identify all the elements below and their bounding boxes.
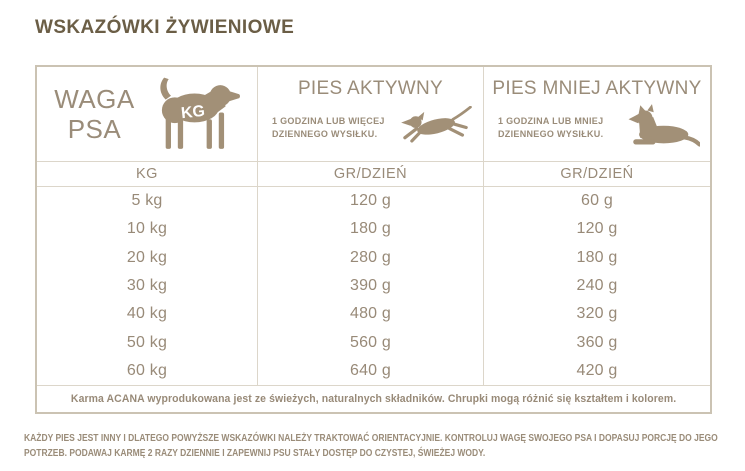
weight-value: 50 kg: [126, 333, 168, 351]
weight-value: 30 kg: [126, 277, 168, 295]
table-row: 40 kg 480 g 320 g: [37, 300, 710, 329]
active-dog-subtitle-line1: 1 GODZINA LUB WIĘCEJ: [272, 115, 385, 126]
active-portion-value: 120 g: [257, 187, 483, 216]
less-active-portion-value: 240 g: [483, 271, 710, 301]
table-note-row: Karma ACANA wyprodukowana jest ze świeży…: [37, 385, 710, 412]
active-dog-header-cell: PIES AKTYWNY 1 GODZINA LUB WIĘCEJ DZIENN…: [257, 67, 483, 161]
less-active-dog-title: PIES MNIEJ AKTYWNY: [492, 78, 702, 99]
disclaimer-text: KAŻDY PIES JEST INNY I DLATEGO POWYŻSZE …: [24, 433, 718, 459]
less-active-dog-subtitle-line1: 1 GODZINA LUB MNIEJ: [498, 115, 604, 126]
less-active-portion-value: 320 g: [483, 300, 710, 329]
weight-value: 40 kg: [126, 305, 168, 323]
active-portion-value: 280 g: [257, 243, 483, 272]
dog-running-icon: [401, 106, 472, 143]
table-row: 10 kg 180 g 120 g: [37, 215, 710, 244]
table-row: 50 kg 560 g 360 g: [37, 328, 710, 357]
table-subheader-row: KG GR/DZIEŃ GR/DZIEŃ: [37, 161, 710, 186]
dog-lying-icon: [628, 104, 700, 147]
active-portion-value: 480 g: [257, 300, 483, 329]
active-portion-value: 390 g: [257, 271, 483, 301]
less-active-dog-subtitle: 1 GODZINA LUB MNIEJ DZIENNEGO WYSIŁKU.: [498, 115, 603, 141]
active-dog-title: PIES AKTYWNY: [297, 78, 444, 99]
table-row: 30 kg 390 g 240 g: [37, 271, 710, 301]
active-dog-subtitle: 1 GODZINA LUB WIĘCEJ DZIENNEGO WYSIŁKU.: [272, 115, 385, 141]
table-note-text: Karma ACANA wyprodukowana jest ze świeży…: [70, 393, 677, 406]
weight-header-line1: WAGA: [54, 84, 135, 114]
less-active-portion-value: 120 g: [483, 215, 710, 244]
active-portion-value: 180 g: [257, 215, 483, 244]
weight-header-line2: PSA: [67, 114, 122, 144]
feeding-table: WAGA PSA K: [35, 65, 712, 415]
less-active-dog-subrow: 1 GODZINA LUB MNIEJ DZIENNEGO WYSIŁKU.: [484, 100, 710, 161]
less-active-portion-value: 180 g: [483, 243, 710, 272]
active-dog-subtitle-line2: DZIENNEGO WYSIŁKU.: [272, 128, 378, 139]
page-title: WSKAZÓWKI ŻYWIENIOWE: [35, 17, 295, 38]
weight-value: 5 kg: [131, 192, 163, 210]
subheader-gr-dzien-active: GR/DZIEŃ: [257, 162, 483, 186]
table-header-row: WAGA PSA K: [37, 67, 710, 161]
active-dog-subrow: 1 GODZINA LUB WIĘCEJ DZIENNEGO WYSIŁKU.: [258, 100, 483, 161]
active-portion-value: 640 g: [257, 356, 483, 386]
table-row: 20 kg 280 g 180 g: [37, 243, 710, 272]
table-row: 60 kg 640 g 420 g: [37, 356, 710, 386]
subheader-kg: KG: [136, 166, 158, 182]
less-active-portion-value: 60 g: [483, 187, 710, 216]
kg-icon-label: KG: [180, 103, 206, 122]
weight-value: 60 kg: [126, 361, 168, 379]
subheader-gr-dzien-less-active: GR/DZIEŃ: [483, 162, 710, 186]
active-portion-value: 560 g: [257, 328, 483, 357]
dog-standing-icon: KG: [160, 77, 240, 149]
less-active-portion-value: 360 g: [483, 328, 710, 357]
less-active-portion-value: 420 g: [483, 356, 710, 386]
weight-value: 20 kg: [126, 248, 168, 266]
weight-value: 10 kg: [126, 220, 168, 238]
less-active-dog-subtitle-line2: DZIENNEGO WYSIŁKU.: [498, 128, 604, 139]
weight-header-cell: WAGA PSA K: [37, 67, 257, 161]
table-row: 5 kg 120 g 60 g: [37, 187, 710, 216]
weight-header-label: WAGA PSA: [54, 84, 134, 144]
table-body: 5 kg 120 g 60 g 10 kg 180 g 120 g 20 kg …: [37, 186, 710, 386]
less-active-dog-header-cell: PIES MNIEJ AKTYWNY 1 GODZINA LUB MNIEJ D…: [483, 67, 710, 161]
